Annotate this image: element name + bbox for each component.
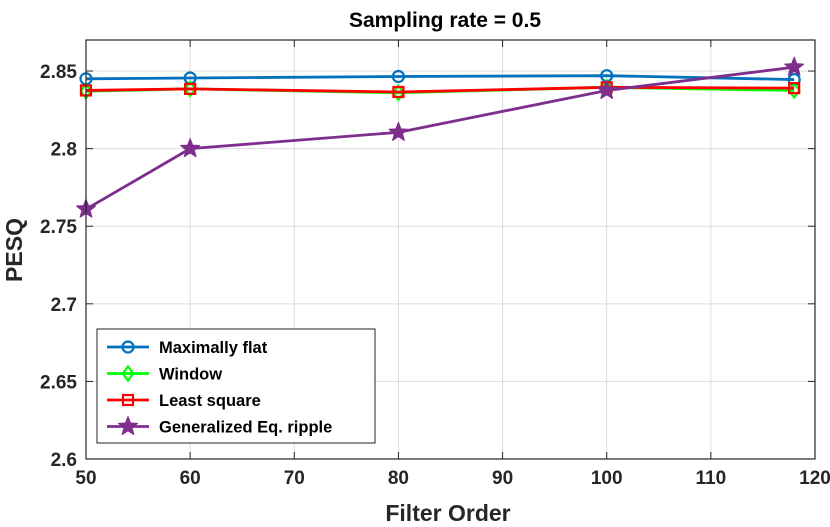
legend-label-maximally-flat: Maximally flat [159, 339, 268, 357]
data-point-least-square [392, 85, 405, 99]
data-point-generalized-eq-ripple [784, 56, 805, 76]
x-tick-label: 100 [591, 468, 623, 489]
legend-marker-least-square [121, 393, 135, 407]
y-tick-label: 2.8 [51, 140, 77, 161]
legend-marker-generalized-eq-ripple [117, 416, 139, 436]
y-tick-label: 2.65 [40, 372, 77, 393]
data-point-generalized-eq-ripple [388, 121, 409, 141]
series-line-maximally-flat [85, 74, 795, 81]
legend: Maximally flat Window Least square Generali… [96, 328, 376, 444]
legend-item-maximally-flat: Maximally flat [107, 339, 268, 357]
y-tick-label: 2.85 [40, 62, 77, 83]
data-point-window [183, 80, 197, 98]
x-tick-label: 110 [696, 468, 727, 489]
data-point-generalized-eq-ripple [180, 138, 201, 158]
data-point-window [391, 83, 406, 102]
legend-label-generalized-eq-ripple: Generalized Eq. ripple [159, 419, 332, 437]
data-point-least-square [184, 82, 197, 95]
x-tick-label: 50 [75, 468, 96, 489]
data-point-maximally-flat [391, 69, 406, 84]
legend-marker-maximally-flat [121, 340, 135, 354]
x-axis-label: Filter Order [385, 500, 510, 526]
legend-item-least-square: Least square [107, 392, 261, 410]
legend-item-window: Window [107, 364, 222, 384]
y-axis-label: PESQ [1, 218, 27, 282]
x-tick-label: 80 [388, 468, 409, 489]
chart-title: Sampling rate = 0.5 [349, 9, 541, 32]
x-tick-label: 90 [492, 468, 513, 489]
tick-layer: 50 60 70 80 90 100 110 120 2.6 2.65 2.7 2.75 2.8 2.85 [40, 40, 830, 489]
series-layer [75, 56, 805, 218]
x-tick-label: 60 [180, 468, 201, 489]
series-line-least-square [85, 85, 795, 94]
y-tick-label: 2.7 [51, 295, 77, 316]
legend-label-least-square: Least square [159, 392, 261, 410]
plot-frame [85, 39, 816, 460]
legend-label-window: Window [159, 366, 222, 384]
legend-marker-window [121, 364, 135, 383]
legend-item-generalized-eq-ripple: Generalized Eq. ripple [107, 416, 332, 437]
x-tick-label: 70 [284, 468, 305, 489]
data-point-generalized-eq-ripple [596, 79, 617, 100]
data-point-least-square [788, 82, 801, 95]
x-tick-label: 120 [799, 468, 830, 489]
y-tick-label: 2.75 [40, 217, 77, 238]
y-tick-label: 2.6 [51, 450, 77, 471]
